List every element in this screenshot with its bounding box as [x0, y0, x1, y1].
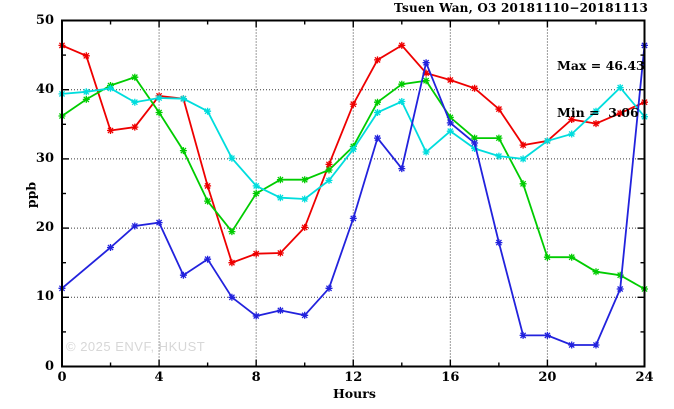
x-tick-label: 0 [57, 370, 67, 385]
series-blue-line [61, 45, 646, 346]
x-tick-label: 24 [635, 370, 654, 385]
y-tick-label: 20 [35, 220, 54, 236]
x-tick-label: 4 [154, 370, 164, 385]
y-tick-label: 30 [35, 150, 54, 166]
x-tick-label: 16 [441, 370, 460, 385]
y-axis-label: ppb [23, 181, 39, 209]
chart-title: Tsuen Wan, O3 20181110−20181113 [394, 1, 648, 15]
x-tick-label: 12 [344, 370, 363, 385]
watermark: © 2025 ENVF, HKUST [66, 339, 206, 354]
y-tick-label: 0 [44, 358, 54, 374]
y-tick-label: 40 [35, 81, 54, 97]
x-tick-label: 8 [251, 370, 261, 385]
max-value-label: Max = 46.43 [557, 58, 645, 73]
stats-annotation: Max = 46.43 Min = 3.06 [557, 27, 645, 151]
y-tick-label: 50 [35, 12, 54, 28]
x-tick-label: 20 [538, 370, 557, 385]
y-tick-label: 10 [35, 289, 54, 305]
min-value-label: Min = 3.06 [557, 104, 639, 120]
x-axis-label: Hours [333, 386, 376, 401]
